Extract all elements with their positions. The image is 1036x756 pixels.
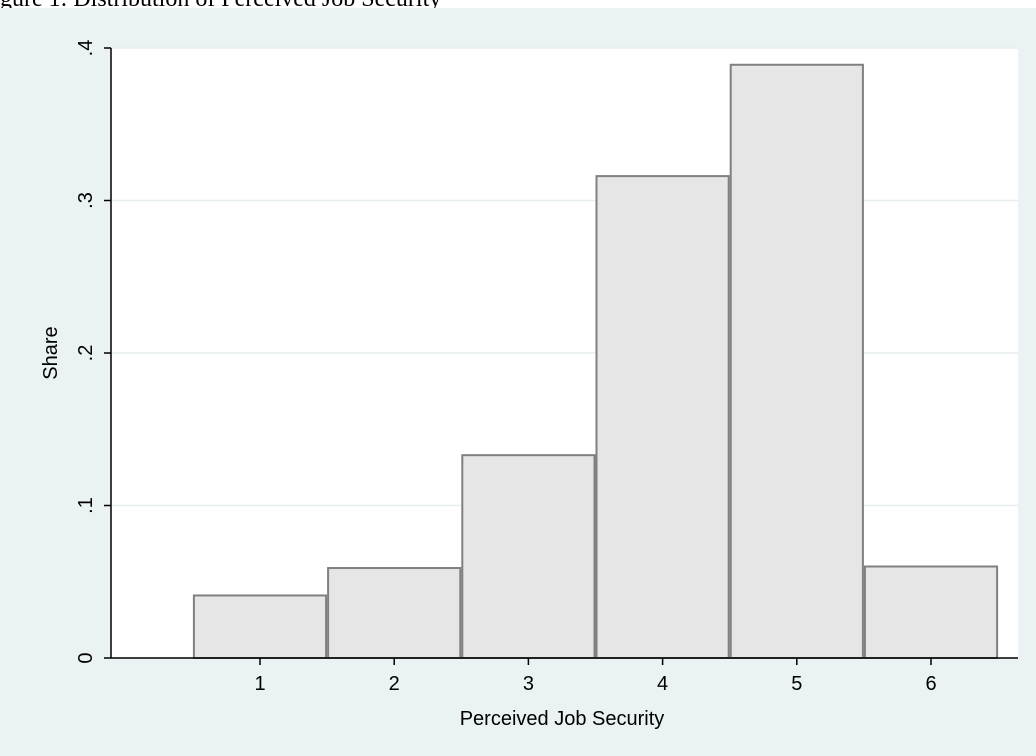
x-tick-label: 3 xyxy=(523,673,534,695)
bar-4 xyxy=(595,175,730,659)
x-axis-label: Perceived Job Security xyxy=(460,708,665,730)
y-tick-label: .3 xyxy=(75,192,97,209)
bar-5 xyxy=(729,63,864,659)
y-tick-label: 0 xyxy=(75,652,97,663)
figure-panel: 0 .1 .2 .3 .4 1 2 3 4 5 6 Perceived Job Security S… xyxy=(0,8,1036,756)
bar-2 xyxy=(327,567,462,660)
x-tick-label: 2 xyxy=(389,673,400,695)
y-tick-label: .1 xyxy=(75,497,97,514)
gridlines xyxy=(111,47,1018,507)
y-tick-label: .2 xyxy=(75,345,97,362)
figure-caption: gure 1: Distribution of Perceived Job Se… xyxy=(0,0,1036,8)
y-axis-label: Share xyxy=(40,326,62,379)
x-tick-label: 6 xyxy=(925,673,936,695)
x-tick-label: 4 xyxy=(657,673,668,695)
bar-6 xyxy=(863,565,999,659)
x-tick-label: 5 xyxy=(791,673,802,695)
y-tick-label: .4 xyxy=(75,40,97,57)
histogram-chart: 0 .1 .2 .3 .4 1 2 3 4 5 6 Perceived Job Security S… xyxy=(40,40,1018,730)
ticks: 0 .1 .2 .3 .4 1 2 3 4 5 6 xyxy=(75,40,937,695)
x-tick-label: 1 xyxy=(254,673,265,695)
bars xyxy=(192,63,999,660)
bar-3 xyxy=(461,454,596,659)
bar-1 xyxy=(192,594,328,659)
